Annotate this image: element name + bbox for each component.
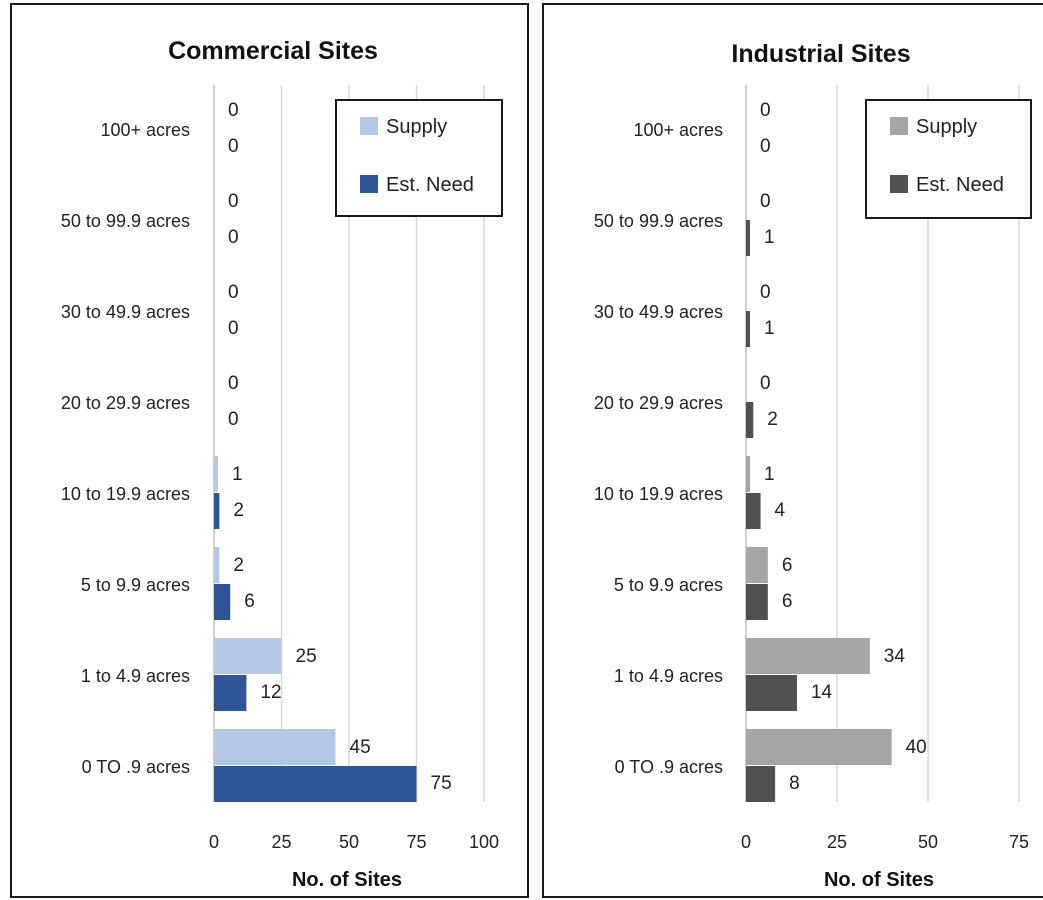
- data-label-supply-100-acres: 0: [228, 100, 239, 121]
- data-label-supply-0-to-9-acres: 40: [906, 737, 927, 758]
- bar-supply-10-to-19-9-acres: [746, 456, 750, 492]
- legend-label-est-need: Est. Need: [386, 174, 474, 196]
- category-label-20-to-29-9-acres: 20 to 29.9 acres: [594, 393, 723, 413]
- bar-supply-0-to-9-acres: [214, 729, 336, 765]
- category-label-10-to-19-9-acres: 10 to 19.9 acres: [61, 484, 190, 504]
- bar-est-need-5-to-9-9-acres: [746, 584, 768, 620]
- bar-supply-5-to-9-9-acres: [746, 547, 768, 583]
- x-tick-label: 50: [339, 832, 359, 852]
- data-label-est-need-0-to-9-acres: 8: [789, 773, 800, 794]
- category-label-30-to-49-9-acres: 30 to 49.9 acres: [594, 302, 723, 322]
- bar-est-need-1-to-4-9-acres: [746, 675, 797, 711]
- data-label-supply-20-to-29-9-acres: 0: [228, 373, 239, 394]
- bar-est-need-1-to-4-9-acres: [214, 675, 247, 711]
- x-tick-label: 25: [271, 832, 291, 852]
- legend-label-est-need: Est. Need: [916, 174, 1004, 196]
- category-label-50-to-99-9-acres: 50 to 99.9 acres: [594, 211, 723, 231]
- category-label-20-to-29-9-acres: 20 to 29.9 acres: [61, 393, 190, 413]
- category-label-30-to-49-9-acres: 30 to 49.9 acres: [61, 302, 190, 322]
- data-label-est-need-50-to-99-9-acres: 1: [764, 227, 775, 248]
- category-label-50-to-99-9-acres: 50 to 99.9 acres: [61, 211, 190, 231]
- category-label-10-to-19-9-acres: 10 to 19.9 acres: [594, 484, 723, 504]
- category-label-1-to-4-9-acres: 1 to 4.9 acres: [614, 666, 723, 686]
- category-label-0-to-9-acres: 0 TO .9 acres: [82, 757, 190, 777]
- bar-est-need-10-to-19-9-acres: [746, 493, 761, 529]
- bar-supply-5-to-9-9-acres: [214, 547, 220, 583]
- x-tick-label: 25: [827, 832, 847, 852]
- x-tick-label: 75: [1009, 832, 1029, 852]
- chart-title: Commercial Sites: [168, 37, 378, 65]
- legend-swatch-supply: [890, 117, 908, 135]
- industrial-sites-panel: Industrial Sites 0 25 50 75 No. of Sites 100+ …: [542, 3, 1043, 898]
- legend-swatch-est-need: [360, 175, 378, 193]
- data-label-est-need-20-to-29-9-acres: 0: [228, 409, 239, 430]
- data-label-supply-10-to-19-9-acres: 1: [232, 464, 243, 485]
- data-label-est-need-50-to-99-9-acres: 0: [228, 227, 239, 248]
- category-label-5-to-9-9-acres: 5 to 9.9 acres: [614, 575, 723, 595]
- data-label-supply-10-to-19-9-acres: 1: [764, 464, 775, 485]
- data-label-est-need-1-to-4-9-acres: 14: [811, 682, 833, 703]
- bar-supply-1-to-4-9-acres: [746, 638, 870, 674]
- bar-est-need-20-to-29-9-acres: [746, 402, 754, 438]
- bar-est-need-0-to-9-acres: [746, 766, 776, 802]
- data-label-supply-100-acres: 0: [760, 100, 771, 121]
- data-label-supply-1-to-4-9-acres: 25: [296, 646, 317, 667]
- data-label-est-need-10-to-19-9-acres: 4: [775, 500, 786, 521]
- data-label-supply-50-to-99-9-acres: 0: [760, 191, 771, 212]
- data-label-supply-50-to-99-9-acres: 0: [228, 191, 239, 212]
- legend-label-supply: Supply: [916, 116, 977, 138]
- data-label-est-need-5-to-9-9-acres: 6: [244, 591, 255, 612]
- category-label-100-acres: 100+ acres: [633, 120, 723, 140]
- data-label-supply-5-to-9-9-acres: 6: [782, 555, 793, 576]
- data-label-supply-1-to-4-9-acres: 34: [884, 646, 906, 667]
- data-label-est-need-30-to-49-9-acres: 0: [228, 318, 239, 339]
- category-label-100-acres: 100+ acres: [100, 120, 190, 140]
- data-label-supply-20-to-29-9-acres: 0: [760, 373, 771, 394]
- data-label-est-need-20-to-29-9-acres: 2: [767, 409, 778, 430]
- bar-supply-10-to-19-9-acres: [214, 456, 218, 492]
- data-label-supply-0-to-9-acres: 45: [350, 737, 371, 758]
- data-label-supply-30-to-49-9-acres: 0: [228, 282, 239, 303]
- bar-supply-0-to-9-acres: [746, 729, 892, 765]
- bar-supply-1-to-4-9-acres: [214, 638, 282, 674]
- bar-est-need-30-to-49-9-acres: [746, 311, 750, 347]
- category-label-1-to-4-9-acres: 1 to 4.9 acres: [81, 666, 190, 686]
- data-label-supply-5-to-9-9-acres: 2: [233, 555, 244, 576]
- bar-est-need-10-to-19-9-acres: [214, 493, 220, 529]
- x-tick-label: 0: [209, 832, 219, 852]
- x-tick-label: 100: [469, 832, 499, 852]
- data-label-est-need-100-acres: 0: [228, 136, 239, 157]
- x-axis-title: No. of Sites: [824, 869, 934, 891]
- data-label-supply-30-to-49-9-acres: 0: [760, 282, 771, 303]
- data-label-est-need-5-to-9-9-acres: 6: [782, 591, 793, 612]
- bar-est-need-0-to-9-acres: [214, 766, 417, 802]
- x-tick-label: 75: [406, 832, 426, 852]
- commercial-sites-panel: Commercial Sites 0 25 50 75 100 No. of Sites 10…: [10, 3, 529, 898]
- industrial-sites-chart: Industrial Sites 0 25 50 75 No. of Sites 100+ …: [594, 40, 1032, 891]
- x-axis-title: No. of Sites: [292, 869, 402, 891]
- bar-est-need-50-to-99-9-acres: [746, 220, 750, 256]
- data-label-est-need-100-acres: 0: [760, 136, 771, 157]
- legend-swatch-supply: [360, 117, 378, 135]
- category-label-0-to-9-acres: 0 TO .9 acres: [615, 757, 723, 777]
- data-label-est-need-0-to-9-acres: 75: [431, 773, 452, 794]
- data-label-est-need-30-to-49-9-acres: 1: [764, 318, 775, 339]
- bar-est-need-5-to-9-9-acres: [214, 584, 231, 620]
- category-label-5-to-9-9-acres: 5 to 9.9 acres: [81, 575, 190, 595]
- x-tick-label: 0: [741, 832, 751, 852]
- chart-title: Industrial Sites: [731, 40, 910, 68]
- data-label-est-need-1-to-4-9-acres: 12: [260, 682, 281, 703]
- legend-label-supply: Supply: [386, 116, 447, 138]
- legend-swatch-est-need: [890, 175, 908, 193]
- data-label-est-need-10-to-19-9-acres: 2: [233, 500, 244, 521]
- x-tick-label: 50: [918, 832, 938, 852]
